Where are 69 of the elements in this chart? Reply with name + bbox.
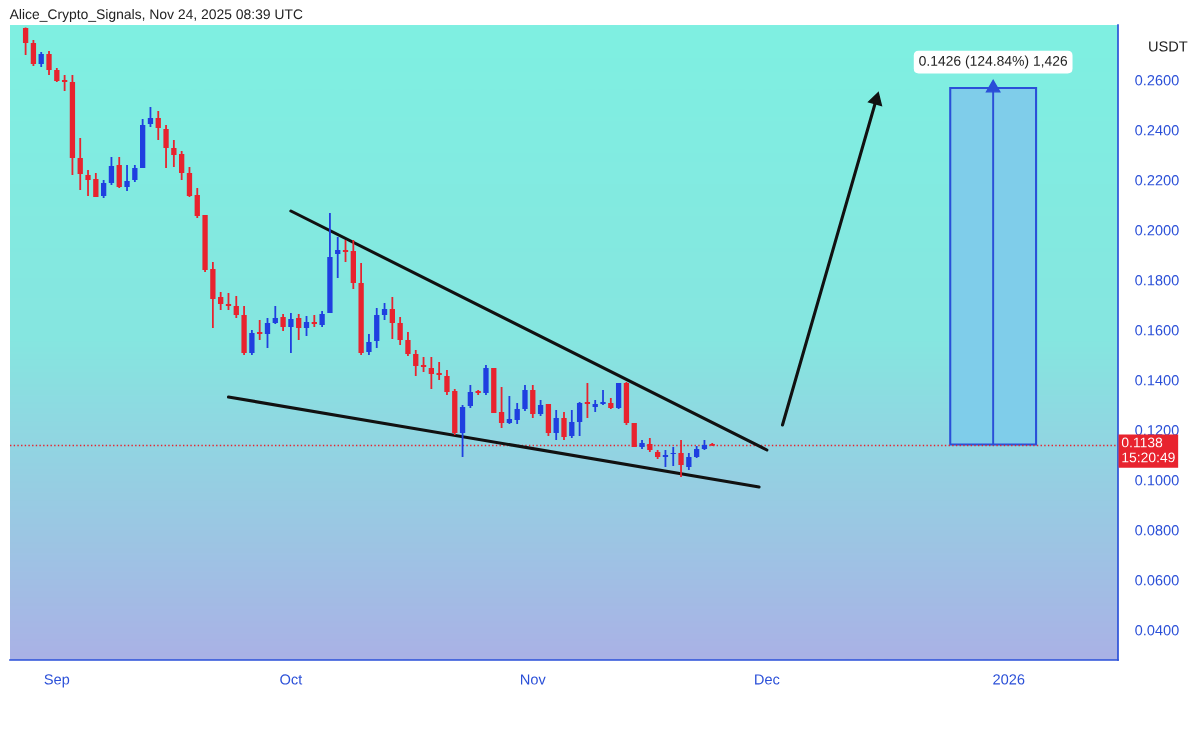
candlestick (85, 169, 91, 197)
candlestick (46, 50, 52, 76)
candlestick (397, 316, 403, 346)
candlestick (342, 239, 349, 263)
candlestick (670, 446, 676, 467)
candlestick (303, 315, 310, 337)
candlestick (428, 356, 435, 390)
candlestick (498, 386, 505, 429)
candlestick (678, 439, 684, 478)
y-tick-label: 0.0600 (1135, 575, 1179, 586)
candlestick (296, 313, 302, 341)
candlestick (288, 312, 294, 354)
candlestick (467, 384, 474, 409)
candlestick (530, 384, 536, 419)
candlestick (436, 361, 442, 381)
candlestick (30, 39, 37, 67)
candlestick (389, 296, 395, 340)
candlestick (249, 329, 255, 356)
candlestick (163, 124, 169, 169)
ref-line-label: 0.1138 15:20:49 (1121, 437, 1175, 463)
candlestick (257, 319, 263, 341)
chart-title: Alice_Crypto_Signals, Nov 24, 2025 08:39 UTC (9, 8, 303, 22)
candlestick (561, 411, 567, 441)
candlestick (186, 166, 193, 198)
candlestick (155, 110, 161, 141)
candlestick (311, 314, 317, 328)
candlestick (366, 333, 372, 356)
y-tick-label: 0.2000 (1135, 225, 1179, 236)
candlestick (405, 331, 411, 357)
candlestick (600, 389, 606, 406)
candlestick (335, 236, 341, 279)
y-tick-label: 0.2400 (1135, 125, 1179, 136)
y-tick-label: 0.0400 (1135, 625, 1179, 636)
candlestick (22, 26, 29, 56)
candlestick (413, 349, 419, 377)
candlestick (576, 401, 583, 437)
candlestick (506, 395, 513, 425)
x-tick-label: Sep (44, 674, 70, 688)
y-tick-label: 0.1800 (1135, 275, 1179, 286)
candlestick (116, 156, 122, 189)
candlestick (584, 382, 591, 419)
candlestick (77, 137, 83, 191)
x-tick-label: 2026 (993, 674, 1025, 685)
candlestick (194, 187, 200, 219)
candlestick (124, 164, 130, 192)
x-tick-label: Dec (755, 674, 780, 685)
x-tick-label: Nov (521, 674, 546, 685)
candlestick (522, 384, 528, 412)
candlestick (553, 409, 559, 441)
candlestick (108, 156, 115, 186)
candlestick (179, 150, 185, 181)
candlestick (444, 369, 450, 396)
x-tick-label: Oct (280, 674, 303, 685)
y-tick-label: 0.0800 (1135, 525, 1179, 536)
candlestick (514, 402, 520, 425)
y-axis-title: USDT (1149, 41, 1188, 52)
candlestick (171, 139, 177, 168)
y-tick-label: 0.2200 (1135, 175, 1179, 186)
y-tick-label: 0.2600 (1135, 75, 1179, 86)
y-tick-label: 0.1400 (1135, 375, 1179, 386)
annotation: 0.1426 (124.84%) 1,426 (919, 55, 1068, 69)
candlestick (264, 317, 271, 349)
candlestick (233, 295, 239, 319)
y-tick-label: 0.1600 (1135, 325, 1179, 336)
y-tick-label: 0.1200 (1135, 425, 1179, 436)
candlestick (569, 409, 575, 439)
y-tick-label: 0.1000 (1135, 475, 1179, 486)
candlestick (61, 74, 68, 92)
candlestick (147, 106, 154, 128)
